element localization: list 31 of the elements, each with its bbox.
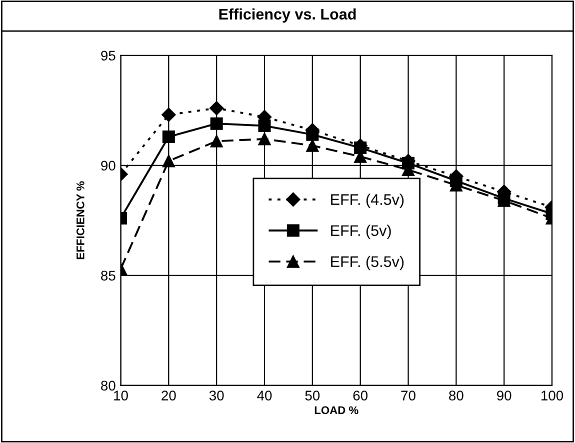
y-tick-label: 80: [101, 380, 116, 391]
x-tick-label: 20: [162, 390, 176, 400]
point: [210, 117, 223, 130]
point: [258, 132, 271, 146]
legend-label: EFF. (4.5v): [331, 194, 404, 208]
x-tick-label: 70: [401, 390, 416, 400]
legend-label: EFF. (5.5v): [331, 256, 404, 270]
point: [306, 128, 319, 141]
legend-label: EFF. (5v): [331, 224, 391, 240]
x-tick-label: 30: [209, 390, 224, 400]
x-tick-label: 50: [305, 390, 320, 400]
chart-title: Efficiency vs. Load: [219, 8, 356, 23]
x-tick-label: 10: [114, 390, 128, 400]
point: [162, 130, 175, 144]
y-tick-label: 85: [101, 270, 116, 281]
point: [162, 108, 176, 122]
y-axis-title: EFFICIENCY %: [76, 181, 84, 260]
x-tick-label: 100: [541, 390, 564, 400]
x-tick-label: 40: [257, 390, 272, 400]
y-tick-label: 95: [101, 50, 116, 61]
x-tick-label: 80: [449, 390, 464, 400]
point: [258, 120, 271, 132]
x-axis-title: LOAD %: [314, 406, 358, 414]
point: [210, 134, 223, 148]
x-tick-label: 90: [497, 390, 512, 400]
x-tick-label: 60: [353, 390, 368, 400]
point: [162, 154, 175, 168]
point: [306, 139, 319, 152]
point: [210, 101, 224, 116]
y-tick-label: 90: [101, 160, 116, 171]
point: [354, 142, 367, 154]
